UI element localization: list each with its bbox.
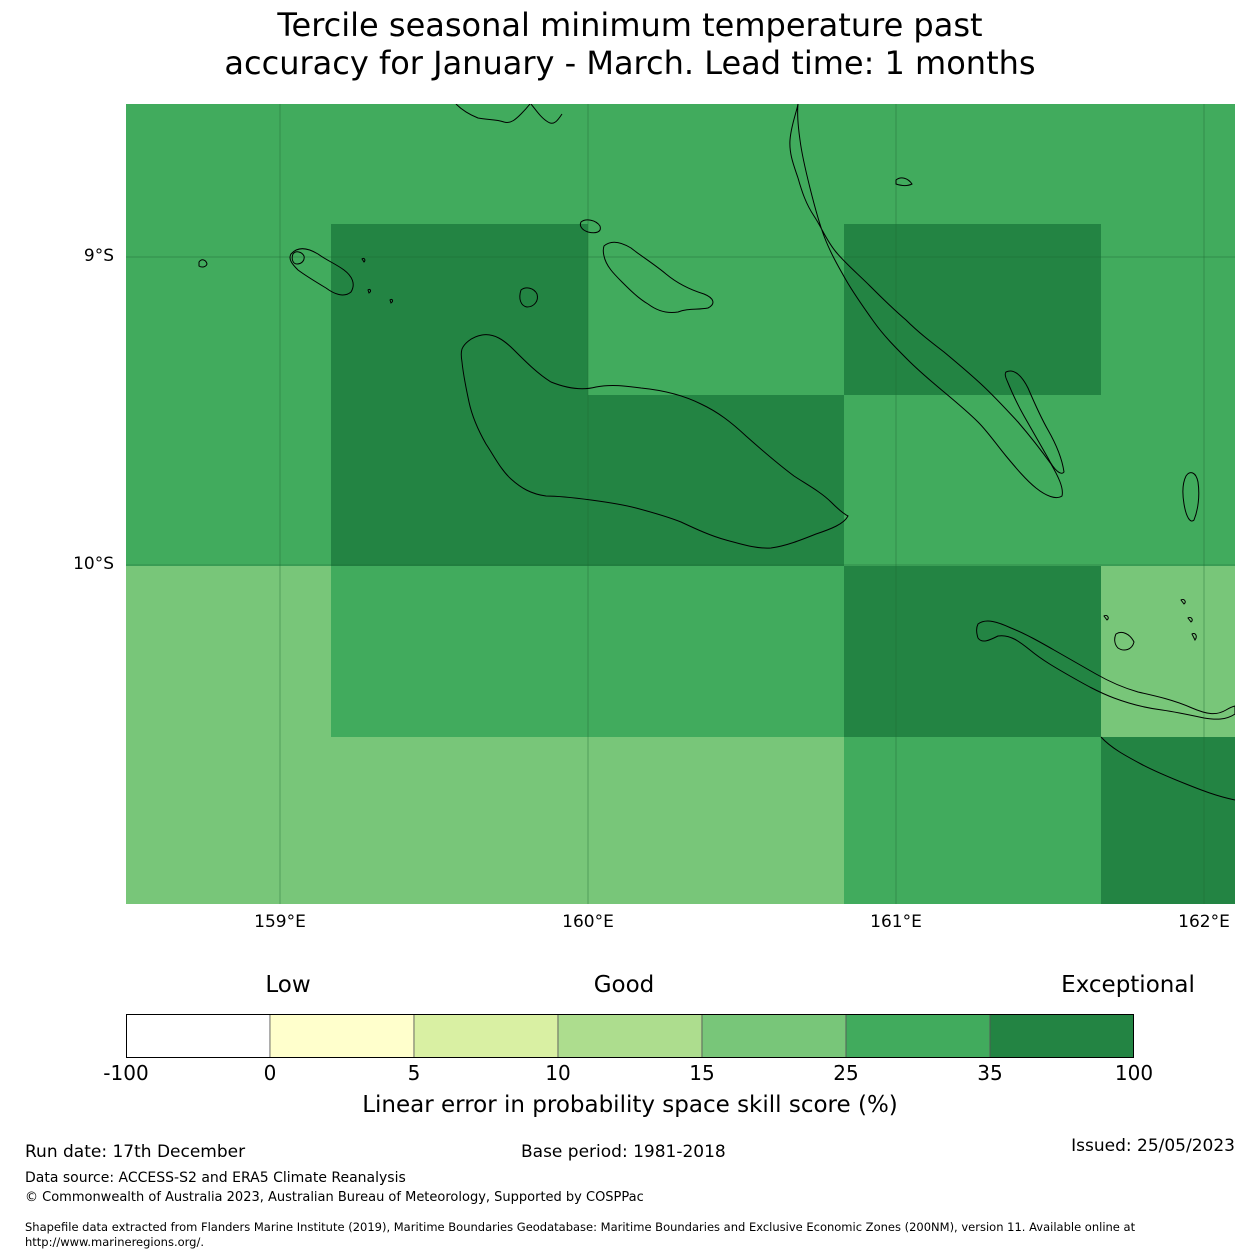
- map-gridlines: [126, 104, 1235, 904]
- colorbar-border: [126, 1014, 1134, 1058]
- colorbar-tick: -100: [103, 1061, 149, 1085]
- coastline-makira-south: [1100, 736, 1235, 801]
- lon-label-161e: 161°E: [870, 912, 922, 932]
- grid-cell-light-east: [1101, 566, 1235, 737]
- coastline-small-island-2: [198, 259, 208, 268]
- coastline-islet-2: [1180, 599, 1186, 605]
- skill-score-map: [126, 104, 1235, 904]
- colorbar-category-exceptional: Exceptional: [1061, 972, 1195, 998]
- coastline-small-malaita: [895, 177, 913, 186]
- colorbar-tick: 25: [833, 1061, 859, 1085]
- lon-label-160e: 160°E: [562, 912, 614, 932]
- colorbar-segment: [557, 1014, 703, 1058]
- colorbar-segment: [701, 1014, 847, 1058]
- coastline-islet-4: [1191, 633, 1197, 641]
- colorbar-segment: [126, 1014, 271, 1058]
- copyright: © Commonwealth of Australia 2023, Austra…: [25, 1190, 644, 1205]
- colorbar-tick: 0: [263, 1061, 277, 1085]
- colorbar-segment: [989, 1014, 1134, 1058]
- colorbar-segment: [845, 1014, 991, 1058]
- lat-label-9s: 9°S: [83, 246, 114, 266]
- base-period: Base period: 1981-2018: [521, 1142, 726, 1162]
- coastline-small-malaita-2: [1004, 370, 1065, 474]
- grid-cell-medium-bottom: [844, 737, 1101, 904]
- run-date: Run date: 17th December: [25, 1142, 246, 1162]
- map-title: Tercile seasonal minimum temperature pas…: [0, 6, 1260, 82]
- lon-label-162e: 162°E: [1178, 912, 1230, 932]
- map-canvas: [126, 104, 1235, 904]
- colorbar-segment: [269, 1014, 415, 1058]
- shapefile-credit-line-2: http://www.marineregions.org/.: [25, 1235, 204, 1249]
- coastline-islet-3: [1187, 617, 1193, 623]
- title-line-1: Tercile seasonal minimum temperature pas…: [277, 6, 983, 44]
- coastline-east-island: [1182, 472, 1200, 522]
- grid-cell-dark-southeast: [1101, 737, 1235, 904]
- colorbar: [126, 1014, 1134, 1058]
- colorbar-tick: 5: [407, 1061, 421, 1085]
- coastline-malaita: [789, 104, 1063, 499]
- issued-date: Issued: 25/05/2023: [1071, 1136, 1235, 1156]
- title-line-2: accuracy for January - March. Lead time:…: [224, 44, 1036, 82]
- coastline-islet-1: [1103, 615, 1109, 621]
- coastline-north-top: [455, 104, 531, 123]
- colorbar-tick: 15: [689, 1061, 715, 1085]
- coastline-nggela: [602, 241, 714, 313]
- coastline-savo: [579, 219, 601, 234]
- grid-cell-dark-northeast: [844, 224, 1101, 395]
- colorbar-tick: 35: [977, 1061, 1003, 1085]
- coastline-north-top-2: [530, 104, 563, 124]
- grid-cell-medium-lower: [331, 566, 844, 737]
- coastline-small-island-3: [519, 287, 538, 308]
- lat-label-10s: 10°S: [73, 554, 114, 574]
- grid-cell-dark-lower: [844, 566, 1101, 737]
- coastline-guadalcanal: [460, 334, 849, 549]
- coastline-small-island-6: [367, 288, 372, 294]
- coastline-small-island-5: [389, 298, 394, 304]
- coastline-russell: [289, 248, 354, 296]
- coastline-ulawa: [1114, 631, 1135, 651]
- colorbar-tick: 10: [545, 1061, 571, 1085]
- colorbar-tick: 100: [1114, 1061, 1154, 1085]
- coastline-small-island-4: [361, 257, 366, 263]
- colorbar-label: Linear error in probability space skill …: [362, 1092, 898, 1118]
- coastline-makira: [976, 620, 1235, 720]
- grid-cell-dark-central: [588, 395, 844, 566]
- lon-label-159e: 159°E: [254, 912, 306, 932]
- shapefile-credit-line-1: Shapefile data extracted from Flanders M…: [25, 1220, 1136, 1234]
- colorbar-category-low: Low: [265, 972, 311, 998]
- data-source: Data source: ACCESS-S2 and ERA5 Climate …: [25, 1170, 406, 1186]
- coastline-small-island-1: [291, 251, 305, 265]
- colorbar-category-good: Good: [593, 972, 655, 998]
- colorbar-segment: [413, 1014, 559, 1058]
- coastlines: [198, 104, 1235, 801]
- grid-cell-dark-west: [331, 224, 588, 566]
